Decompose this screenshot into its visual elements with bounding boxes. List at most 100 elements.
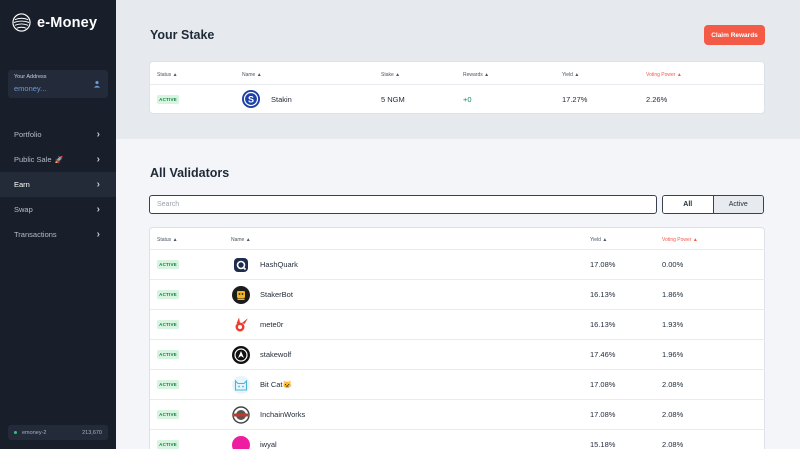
nav-item-label: Portfolio [14, 130, 42, 139]
validator-row[interactable]: ACTIVE Bit Cat😺 17.08% 2.08% [150, 369, 765, 399]
chevron-right-icon: › [96, 129, 100, 140]
your-stake-section: Your Stake Claim Rewards Status ▲ Name ▲… [116, 0, 800, 139]
chevron-right-icon: › [96, 154, 100, 165]
validator-row[interactable]: ACTIVE stakewolf 17.46% 1.96% [150, 339, 765, 369]
nav-item-label: Transactions [14, 230, 57, 239]
status-badge: ACTIVE [157, 350, 179, 359]
hashquark-logo-icon [232, 256, 250, 274]
validator-name: InchainWorks [260, 410, 306, 419]
chain-status: emoney-2 213,670 [8, 425, 108, 440]
status-dot-icon [14, 431, 17, 434]
status-badge: ACTIVE [157, 320, 179, 329]
header-stake[interactable]: Stake ▲ [381, 72, 401, 78]
status-badge: ACTIVE [157, 410, 179, 419]
address-value: emoney... [14, 84, 47, 93]
app-name: e-Money [37, 14, 98, 31]
header-status[interactable]: Status ▲ [157, 237, 178, 243]
validator-name: HashQuark [260, 260, 298, 269]
validator-row[interactable]: ACTIVE InchainWorks 17.08% 2.08% [150, 399, 765, 429]
stakin-logo-icon: S [242, 90, 260, 108]
svg-text:S: S [248, 94, 254, 104]
chevron-right-icon: › [96, 204, 100, 215]
yield-value: 17.08% [590, 260, 616, 269]
validator-name: Bit Cat😺 [260, 380, 292, 389]
user-icon[interactable] [93, 80, 101, 88]
status-badge: ACTIVE [157, 260, 179, 269]
header-voting-power[interactable]: Voting Power ▲ [662, 237, 698, 243]
claim-rewards-button[interactable]: Claim Rewards [704, 25, 765, 45]
header-name[interactable]: Name ▲ [242, 72, 262, 78]
status-badge: ACTIVE [157, 290, 179, 299]
sidebar-nav: Portfolio › Public Sale 🚀 › Earn › Swap ›… [0, 122, 116, 247]
stake-row[interactable]: ACTIVE S Stakin 5 NGM +0 17.27% 2.26% [150, 84, 765, 114]
validator-row[interactable]: ACTIVE HashQuark 17.08% 0.00% [150, 249, 765, 279]
voting-power-value: 2.08% [662, 410, 684, 419]
validator-name: stakewolf [260, 350, 292, 359]
validator-name: mete0r [260, 320, 284, 329]
validator-name: iwyal [260, 440, 277, 449]
voting-power-value: 2.08% [662, 380, 684, 389]
sidebar: e-Money Your Address emoney... Portfolio… [0, 0, 116, 449]
yield-value: 16.13% [590, 290, 616, 299]
nav-item-swap[interactable]: Swap › [0, 197, 116, 222]
stake-amount: 5 NGM [381, 95, 405, 104]
all-validators-title: All Validators [150, 166, 230, 180]
voting-power-value: 2.08% [662, 440, 684, 449]
filter-all-button[interactable]: All [663, 196, 713, 213]
voting-power-value: 1.86% [662, 290, 684, 299]
validators-table: Status ▲ Name ▲ Yield ▲ Voting Power ▲ A… [149, 227, 765, 449]
header-status[interactable]: Status ▲ [157, 72, 178, 78]
nav-item-label: Swap [14, 205, 33, 214]
status-badge: ACTIVE [157, 380, 179, 389]
voting-power-value: 2.26% [646, 95, 668, 104]
mete0r-logo-icon [232, 316, 250, 334]
yield-value: 17.27% [562, 95, 588, 104]
nav-item-earn[interactable]: Earn › [0, 172, 116, 197]
yield-value: 17.46% [590, 350, 616, 359]
validator-name: Stakin [271, 95, 292, 104]
iwyal-logo-icon [232, 436, 250, 449]
header-yield[interactable]: Yield ▲ [562, 72, 580, 78]
rewards-amount: +0 [463, 95, 472, 104]
validator-row[interactable]: ACTIVE StakerBot 16.13% 1.86% [150, 279, 765, 309]
address-card[interactable]: Your Address emoney... [8, 70, 108, 98]
inchainworks-logo-icon [232, 406, 250, 424]
bitcat-logo-icon [232, 376, 250, 394]
nav-item-label-wrap: Public Sale 🚀 [14, 155, 63, 164]
nav-item-label: Public Sale [14, 155, 52, 164]
header-voting-power[interactable]: Voting Power ▲ [646, 72, 682, 78]
yield-value: 15.18% [590, 440, 616, 449]
stakerbot-logo-icon [232, 286, 250, 304]
chain-name: emoney-2 [22, 429, 47, 436]
address-label: Your Address [14, 74, 47, 80]
validator-row[interactable]: ACTIVE iwyal 15.18% 2.08% [150, 429, 765, 449]
voting-power-value: 1.96% [662, 350, 684, 359]
app-logo[interactable]: e-Money [12, 13, 97, 32]
yield-value: 17.08% [590, 380, 616, 389]
nav-item-portfolio[interactable]: Portfolio › [0, 122, 116, 147]
nav-item-label: Earn [14, 180, 30, 189]
e-money-logo-icon [12, 13, 31, 32]
rocket-icon: 🚀 [54, 157, 64, 164]
status-badge: ACTIVE [157, 95, 179, 104]
nav-item-public-sale[interactable]: Public Sale 🚀 › [0, 147, 116, 172]
validator-name: StakerBot [260, 290, 293, 299]
voting-power-value: 0.00% [662, 260, 684, 269]
header-rewards[interactable]: Rewards ▲ [463, 72, 490, 78]
validator-filter-toggle: All Active [662, 195, 764, 214]
chevron-right-icon: › [96, 179, 100, 190]
yield-value: 17.08% [590, 410, 616, 419]
header-name[interactable]: Name ▲ [231, 237, 251, 243]
stakewolf-logo-icon [232, 346, 250, 364]
filter-active-button[interactable]: Active [712, 196, 763, 213]
voting-power-value: 1.93% [662, 320, 684, 329]
status-badge: ACTIVE [157, 440, 179, 449]
all-validators-section: All Validators Search All Active Status … [116, 139, 800, 449]
yield-value: 16.13% [590, 320, 616, 329]
search-input[interactable]: Search [149, 195, 657, 214]
your-stake-title: Your Stake [150, 28, 215, 42]
validator-row[interactable]: ACTIVE mete0r 16.13% 1.93% [150, 309, 765, 339]
nav-item-transactions[interactable]: Transactions › [0, 222, 116, 247]
header-yield[interactable]: Yield ▲ [590, 237, 608, 243]
stake-table: Status ▲ Name ▲ Stake ▲ Rewards ▲ Yield … [149, 61, 765, 114]
